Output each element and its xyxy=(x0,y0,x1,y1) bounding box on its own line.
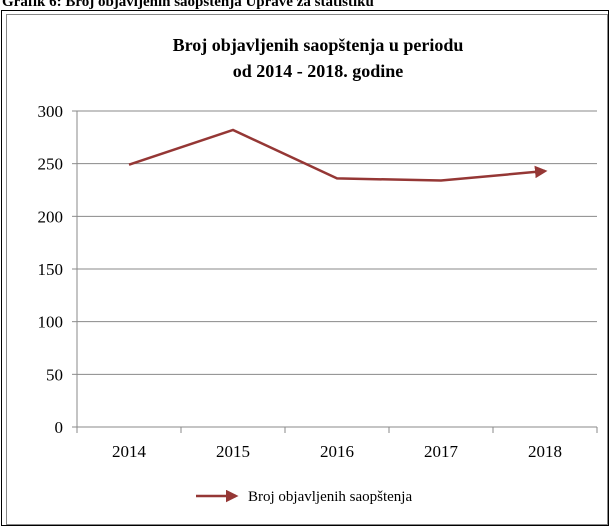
y-tick-label: 100 xyxy=(38,313,64,332)
chart-title: Broj objavljenih saopštenja u periodu xyxy=(173,35,464,55)
x-tick-label: 2014 xyxy=(112,442,147,461)
y-tick-label: 50 xyxy=(46,365,63,384)
x-tick-label: 2015 xyxy=(216,442,250,461)
y-tick-label: 300 xyxy=(38,102,64,121)
y-tick-label: 150 xyxy=(38,260,64,279)
figure-caption: Grafik 6: Broj objavljenih saopštenja Up… xyxy=(2,0,374,10)
x-tick-label: 2016 xyxy=(320,442,354,461)
legend-label: Broj objavljenih saopštenja xyxy=(248,489,412,505)
y-tick-label: 0 xyxy=(55,418,64,437)
data-line xyxy=(128,128,548,182)
x-tick-label: 2017 xyxy=(424,442,459,461)
chart-title: od 2014 - 2018. godine xyxy=(233,61,404,81)
x-tick-label: 2018 xyxy=(528,442,562,461)
frame xyxy=(1,10,609,526)
chart-area xyxy=(6,14,608,525)
y-tick-label: 200 xyxy=(38,207,64,226)
y-tick-label: 250 xyxy=(38,155,64,174)
